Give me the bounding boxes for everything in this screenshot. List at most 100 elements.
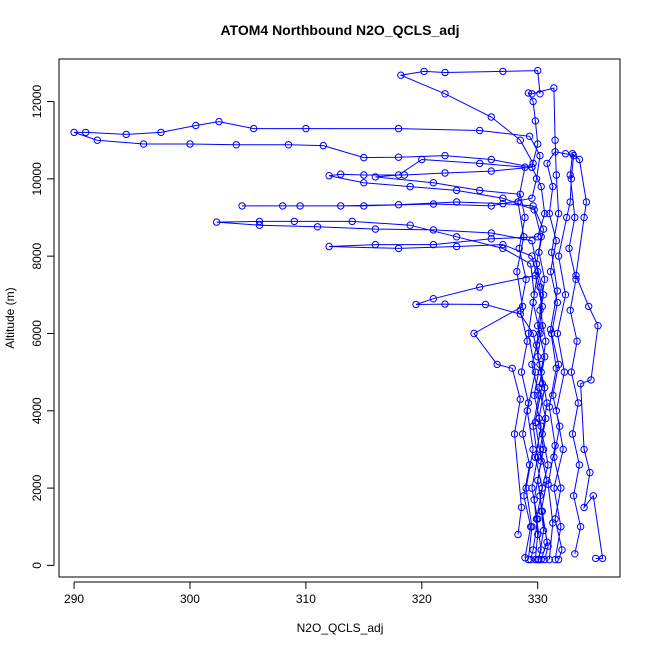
data-point	[545, 209, 553, 218]
data-point	[536, 151, 544, 160]
data-point	[487, 229, 495, 237]
data-point	[537, 182, 545, 191]
data-point	[481, 300, 490, 309]
data-point	[529, 445, 537, 454]
data-point	[580, 445, 588, 454]
data-point	[534, 530, 542, 539]
data-point	[554, 360, 563, 369]
data-point	[302, 124, 310, 133]
data-point	[576, 380, 585, 388]
data-point	[290, 217, 298, 226]
data-point	[250, 124, 258, 133]
data-point	[514, 198, 522, 206]
data-point	[70, 128, 78, 137]
data-point	[192, 121, 200, 130]
data-point	[561, 291, 570, 299]
data-point	[566, 306, 574, 314]
data-point	[551, 136, 559, 144]
data-point	[538, 484, 546, 492]
data-point	[539, 291, 548, 299]
data-point	[279, 202, 287, 210]
data-point	[575, 155, 584, 164]
data-point	[545, 555, 553, 564]
data-point	[585, 302, 593, 311]
data-point	[521, 213, 529, 222]
data-layer	[70, 66, 607, 564]
data-point	[538, 380, 546, 388]
data-point	[525, 461, 534, 469]
data-point	[429, 240, 438, 249]
data-point	[554, 555, 563, 564]
data-point	[516, 395, 524, 403]
data-point	[93, 136, 102, 144]
data-point	[412, 300, 420, 309]
data-point	[394, 124, 403, 133]
data-point	[544, 480, 552, 488]
data-point	[441, 90, 449, 98]
data-point	[587, 376, 595, 384]
data-point	[212, 218, 221, 226]
data-point	[517, 503, 526, 512]
data-point	[551, 515, 559, 523]
data-point	[573, 337, 581, 345]
data-point	[551, 555, 559, 564]
data-point	[543, 476, 551, 485]
data-point	[544, 542, 552, 550]
data-point	[524, 399, 533, 407]
data-point	[371, 173, 380, 181]
data-point	[255, 221, 264, 229]
data-point	[528, 237, 536, 245]
data-point	[550, 484, 558, 492]
data-point	[530, 496, 538, 504]
data-point	[536, 90, 544, 98]
series-7	[371, 155, 535, 562]
x-tick-label: 290	[64, 592, 84, 606]
data-point	[487, 167, 495, 175]
data-point	[470, 329, 478, 338]
data-point	[337, 202, 345, 210]
y-tick-label: 12000	[30, 85, 44, 119]
data-point	[537, 457, 545, 465]
data-point	[528, 90, 536, 98]
y-tick-label: 6000	[30, 320, 44, 347]
data-point	[360, 171, 368, 179]
data-point	[527, 523, 535, 531]
data-point	[499, 67, 507, 76]
data-point	[525, 132, 534, 141]
data-point	[296, 202, 304, 210]
data-point	[529, 298, 537, 307]
data-point	[523, 337, 531, 345]
y-axis-label: Altitude (m)	[3, 287, 17, 348]
data-point	[553, 287, 562, 295]
data-point	[553, 298, 562, 307]
data-point	[371, 225, 380, 233]
data-point	[534, 140, 542, 148]
series-8	[397, 66, 544, 168]
data-point	[418, 155, 426, 164]
data-point	[319, 141, 327, 150]
data-point	[549, 182, 557, 191]
data-point	[441, 151, 449, 160]
data-point	[394, 153, 403, 161]
y-tick-label: 4000	[30, 397, 44, 424]
data-point	[554, 209, 563, 218]
data-point	[554, 252, 563, 260]
data-point	[487, 113, 495, 121]
data-point	[238, 202, 246, 210]
data-point	[325, 242, 333, 251]
data-point	[558, 546, 566, 554]
data-point	[559, 445, 567, 454]
data-point	[429, 200, 438, 208]
data-point	[572, 271, 580, 280]
y-tick-label: 8000	[30, 242, 44, 269]
data-point	[537, 546, 545, 554]
data-point	[541, 555, 549, 564]
series-5	[543, 148, 578, 564]
data-point	[508, 364, 516, 372]
series-1	[70, 117, 552, 564]
data-point	[553, 329, 562, 338]
data-point	[82, 128, 90, 137]
data-point	[360, 202, 368, 210]
data-point	[551, 148, 559, 156]
data-point	[510, 430, 519, 438]
